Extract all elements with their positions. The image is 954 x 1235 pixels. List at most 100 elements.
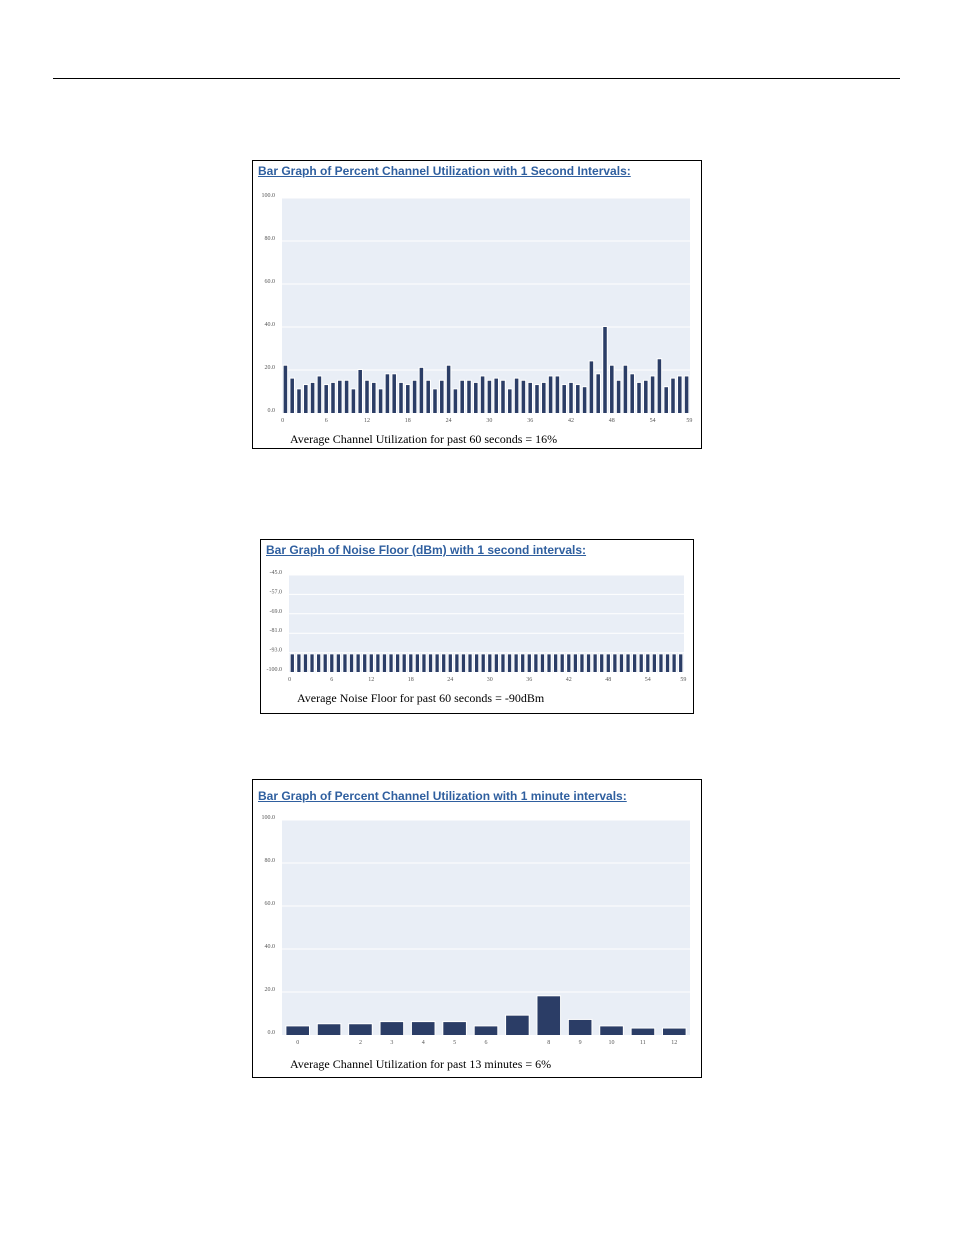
bar [283,365,288,413]
x-tick-label: 48 [609,418,615,424]
y-tick-label: 20.0 [265,987,276,993]
bar [631,1028,655,1035]
bar [501,654,505,672]
x-tick-label: 24 [447,677,453,683]
bar [596,374,600,413]
bar [600,1026,623,1035]
bar [650,376,655,413]
y-tick-label: 100.0 [262,815,276,821]
bar [626,654,630,672]
bar [547,654,551,672]
bar [385,374,390,413]
bar [606,654,610,672]
x-tick-label: 0 [288,677,291,683]
y-tick-label: 80.0 [265,858,276,864]
x-tick-label: 36 [526,677,532,683]
x-tick-label: 8 [547,1040,550,1046]
bar [399,382,403,413]
bar [521,654,525,672]
y-tick-label: 60.0 [265,901,276,907]
channel-utilization-1min-chart: 100.0 80.0 60.0 40.0 20.0 0.0 0 2 3 4 5 6 8 9 10 11 12 [262,815,690,1046]
y-tick-label: 80.0 [265,236,276,242]
bar [369,654,373,672]
x-tick-label: 9 [579,1040,582,1046]
bar [548,376,553,413]
bar [468,654,472,672]
y-tick-label: 20.0 [265,365,276,371]
bar [521,380,526,413]
bar [455,654,459,672]
bar [637,382,641,413]
bar [380,1022,404,1035]
bar [415,654,420,672]
x-tick-label: 0 [281,418,284,424]
bar [443,1022,466,1035]
bar [442,654,446,672]
bar [679,654,683,672]
bar [586,654,591,672]
y-tick-label: 40.0 [265,944,276,950]
bar [461,654,466,672]
bar [488,654,492,672]
chart-title: Bar Graph of Noise Floor (dBm) with 1 se… [266,543,587,557]
bar [310,654,314,672]
bar [639,654,643,672]
bar [535,385,539,413]
bar [553,654,558,672]
bar [372,382,376,413]
x-tick-label: 59 [686,418,692,424]
bar [426,380,430,413]
bar [310,382,315,413]
bar [528,382,532,413]
bar [351,389,356,413]
bar [665,654,670,672]
noise-floor-chart: -45.0 -57.0 -69.0 -81.0 -93.0 -100.0 0 6 12 18 24 3… [267,570,687,683]
bar [527,654,531,672]
x-tick-label: 12 [364,418,370,424]
chart-caption: Average Channel Utilization for past 60 … [290,432,558,446]
bar [448,654,452,672]
bar [338,380,342,413]
bar [514,654,518,672]
bar [409,654,413,672]
y-tick-label: 40.0 [265,322,276,328]
bar [501,380,505,413]
bar [376,654,380,672]
channel-utilization-1s-chart: 100.0 80.0 60.0 40.0 20.0 0.0 0 6 12 18 24 30 36 42 48… [262,193,693,424]
bar [567,654,571,672]
bar [356,654,360,672]
bar [474,1026,498,1035]
bar [395,654,400,672]
y-tick-label: -69.0 [270,609,283,615]
bar [330,654,334,672]
bar [317,1024,341,1035]
bar [678,376,682,413]
bar [613,654,617,672]
y-tick-label: 0.0 [268,1030,276,1036]
x-tick-label: 6 [485,1040,488,1046]
header-rule [53,78,900,79]
bar [580,654,584,672]
bar [474,654,479,672]
x-tick-label: 6 [325,418,328,424]
bar [576,385,580,413]
x-tick-label: 24 [446,418,452,424]
x-tick-label: 12 [368,677,374,683]
bar [363,654,367,672]
bar [290,378,294,413]
bar [616,380,621,413]
y-tick-label: -45.0 [270,570,283,576]
plot-area [282,198,690,413]
bar [542,382,546,413]
x-tick-label: 6 [330,677,333,683]
bar [419,367,424,413]
bar [652,654,657,672]
bar [286,1026,309,1035]
bar [582,387,587,413]
x-tick-label: 18 [408,677,414,683]
bar [297,389,301,413]
bar [619,654,624,672]
channel-utilization-1s-panel: Bar Graph of Percent Channel Utilization… [252,160,702,449]
bar [411,1022,435,1035]
bar [433,389,437,413]
